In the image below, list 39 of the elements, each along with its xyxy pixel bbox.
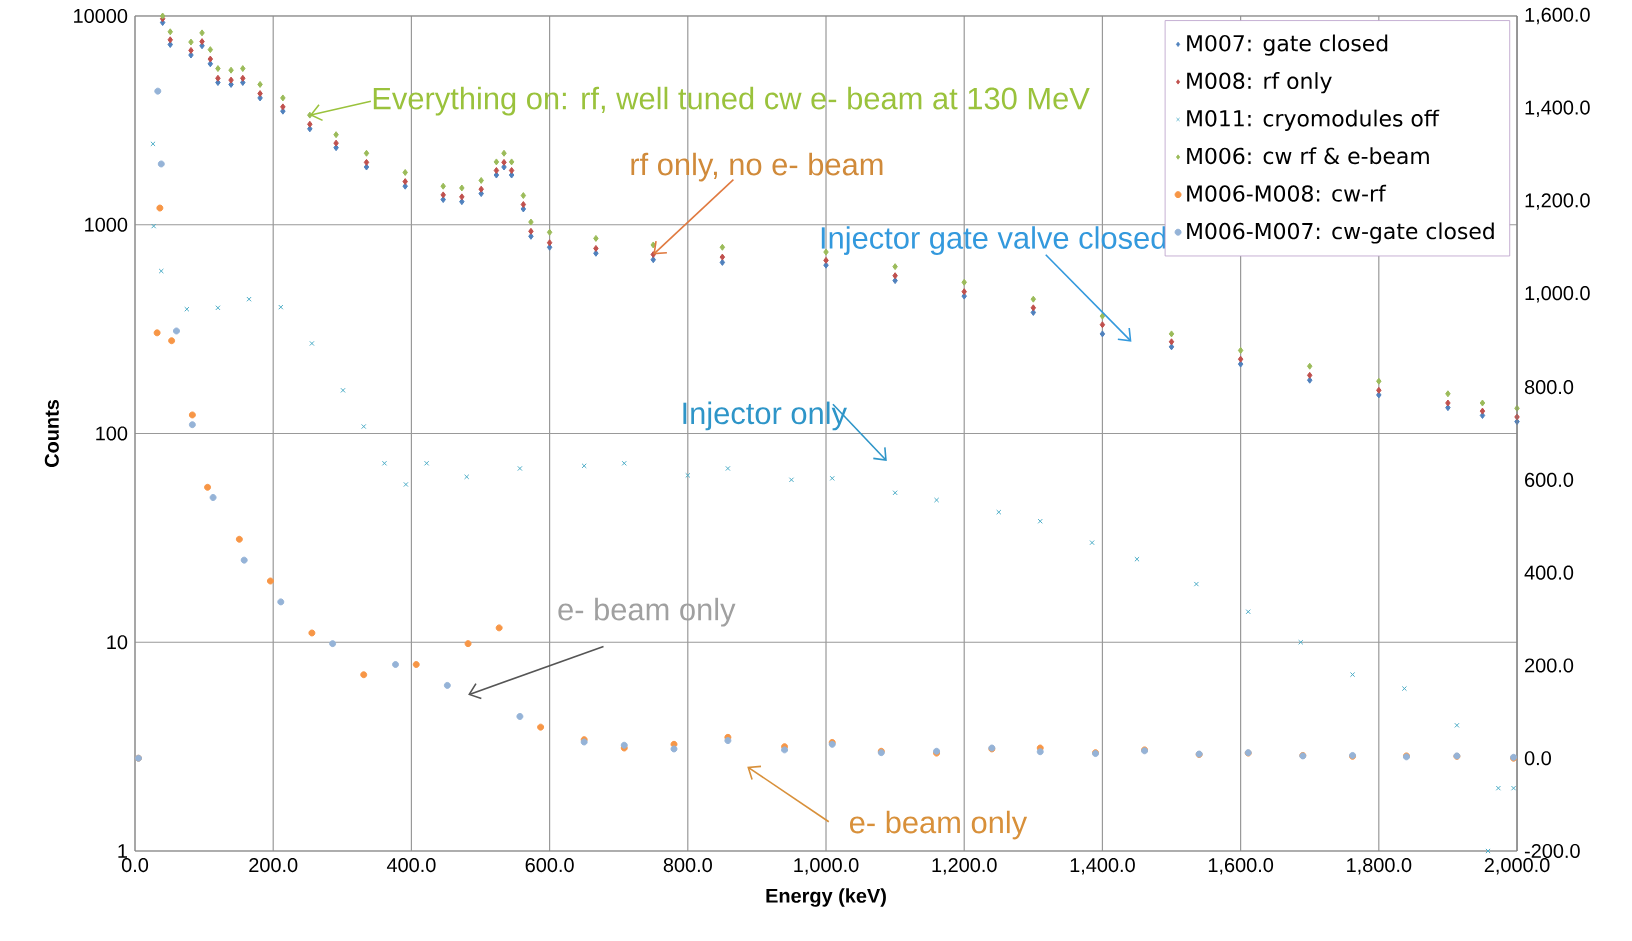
annotation: Everything on: rf, well tuned cw e- beam at 130 MeV <box>373 86 1090 116</box>
annotation: rf only, no e- beam <box>631 152 883 182</box>
y-axis-title: Counts <box>44 399 59 467</box>
y2-tick-label: -200.0 <box>1524 843 1580 859</box>
y-tick-label: 10000 <box>74 8 128 24</box>
annotation: Injector gate valve closed <box>821 226 1166 255</box>
x-tick-label: 600.0 <box>525 858 574 873</box>
legend-label: M006-M008: cw-rf <box>1187 184 1387 202</box>
y-tick-label: 100 <box>96 426 128 441</box>
x-tick-label: 800.0 <box>663 858 712 873</box>
y2-tick-label: 1,000.0 <box>1525 286 1590 303</box>
annotation: e- beam only <box>849 810 1028 840</box>
x-tick-label: 0.0 <box>121 858 149 873</box>
legend-label: M006: cw rf & e-beam <box>1187 147 1429 165</box>
y2-tick-label: 400.0 <box>1524 565 1574 580</box>
y2-tick-label: 1,200.0 <box>1525 193 1590 210</box>
y-tick-label: 1000 <box>85 217 128 232</box>
y2-tick-label: 1,600.0 <box>1525 7 1590 25</box>
y2-tick-label: 200.0 <box>1525 658 1574 673</box>
x-tick-label: 1,000.0 <box>794 858 859 875</box>
y-tick-label: 1 <box>118 844 127 858</box>
y2-tick-label: 1,400.0 <box>1525 100 1590 118</box>
x-tick-label: 1,600.0 <box>1208 858 1274 875</box>
x-tick-label: 2,000.0 <box>1484 858 1550 875</box>
legend-label: M007: gate closed <box>1187 34 1388 56</box>
x-tick-label: 200.0 <box>249 858 298 873</box>
x-axis-title: Energy (keV) <box>766 888 886 907</box>
y2-tick-label: 600.0 <box>1525 472 1574 487</box>
x-tick-label: 1,800.0 <box>1347 858 1412 875</box>
x-tick-label: 1,200.0 <box>932 858 997 875</box>
x-tick-label: 400.0 <box>386 858 436 873</box>
legend-label: M006-M007: cw-gate closed <box>1187 222 1494 244</box>
legend-label: M008: rf only <box>1187 72 1332 94</box>
y2-tick-label: 800.0 <box>1524 380 1574 395</box>
x-tick-label: 1,400.0 <box>1070 858 1135 875</box>
y-tick-label: 10 <box>107 635 128 650</box>
legend-label: M011: cryomodules off <box>1187 109 1440 131</box>
y2-tick-label: 0.0 <box>1524 751 1551 766</box>
annotation: Injector only <box>683 401 847 431</box>
